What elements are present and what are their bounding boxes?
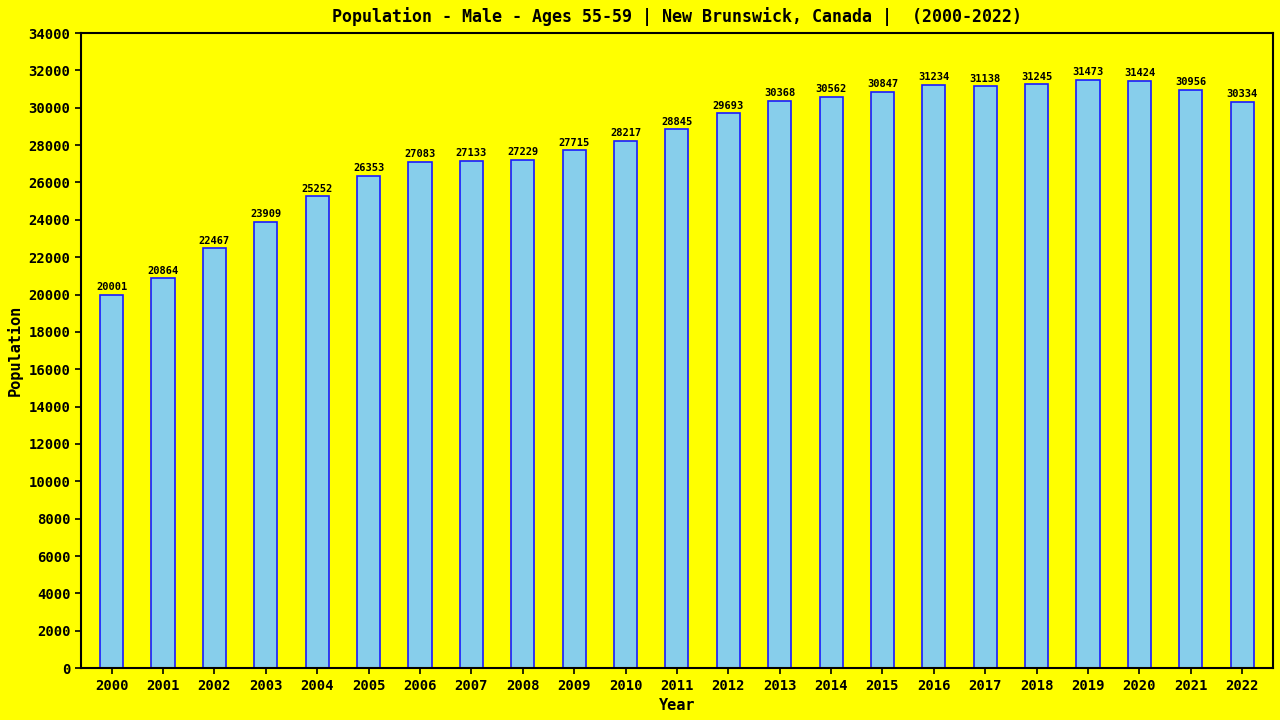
- Text: 30562: 30562: [815, 84, 847, 94]
- Text: 30847: 30847: [867, 79, 899, 89]
- Bar: [1230, 102, 1254, 668]
- Text: 29693: 29693: [713, 101, 744, 111]
- Text: 20864: 20864: [147, 266, 179, 276]
- Bar: [974, 86, 997, 668]
- Text: 26353: 26353: [353, 163, 384, 173]
- Bar: [768, 101, 791, 668]
- Bar: [614, 141, 637, 668]
- Y-axis label: Population: Population: [6, 305, 23, 396]
- Bar: [563, 150, 586, 668]
- Text: 20001: 20001: [96, 282, 127, 292]
- Text: 25252: 25252: [302, 184, 333, 194]
- Text: 31245: 31245: [1021, 72, 1052, 81]
- Text: 30956: 30956: [1175, 77, 1207, 87]
- Bar: [460, 161, 483, 668]
- Text: 27083: 27083: [404, 150, 435, 159]
- X-axis label: Year: Year: [659, 698, 695, 713]
- Text: 31473: 31473: [1073, 68, 1103, 78]
- Bar: [819, 97, 842, 668]
- Bar: [255, 222, 278, 668]
- Bar: [717, 114, 740, 668]
- Text: 27133: 27133: [456, 148, 486, 158]
- Title: Population - Male - Ages 55-59 | New Brunswick, Canada |  (2000-2022): Population - Male - Ages 55-59 | New Bru…: [332, 7, 1021, 26]
- Text: 27715: 27715: [558, 138, 590, 148]
- Bar: [666, 130, 689, 668]
- Text: 22467: 22467: [198, 235, 230, 246]
- Bar: [1025, 84, 1048, 668]
- Text: 31424: 31424: [1124, 68, 1155, 78]
- Bar: [202, 248, 227, 668]
- Text: 23909: 23909: [250, 209, 282, 219]
- Bar: [357, 176, 380, 668]
- Bar: [408, 162, 431, 668]
- Bar: [100, 294, 123, 668]
- Bar: [1128, 81, 1151, 668]
- Text: 30334: 30334: [1226, 89, 1258, 99]
- Bar: [870, 92, 893, 668]
- Bar: [151, 279, 174, 668]
- Text: 28217: 28217: [609, 128, 641, 138]
- Text: 27229: 27229: [507, 147, 539, 157]
- Bar: [511, 160, 534, 668]
- Bar: [923, 85, 946, 668]
- Text: 28845: 28845: [662, 117, 692, 127]
- Text: 31138: 31138: [970, 73, 1001, 84]
- Bar: [1179, 90, 1202, 668]
- Text: 30368: 30368: [764, 88, 795, 98]
- Bar: [306, 197, 329, 668]
- Bar: [1076, 80, 1100, 668]
- Text: 31234: 31234: [918, 72, 950, 82]
